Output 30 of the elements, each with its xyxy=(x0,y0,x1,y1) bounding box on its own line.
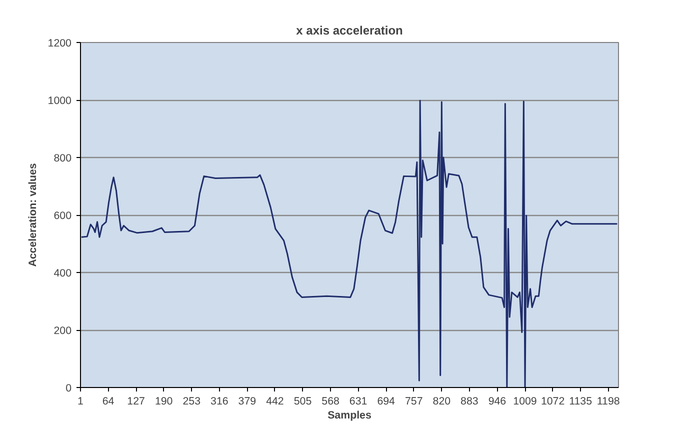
y-tick-label: 0 xyxy=(66,382,72,394)
x-tick-label: 1072 xyxy=(540,396,565,408)
x-tick-label: 946 xyxy=(488,396,506,408)
x-tick-label: 505 xyxy=(294,396,312,408)
y-tick-label: 1200 xyxy=(48,38,72,50)
x-axis-title: Samples xyxy=(328,410,372,422)
x-tick-label: 820 xyxy=(432,396,451,408)
x-tick-label: 64 xyxy=(102,396,114,408)
x-tick-label: 379 xyxy=(238,396,256,408)
y-tick-label: 200 xyxy=(54,325,72,337)
x-tick-label: 1198 xyxy=(596,396,620,408)
y-tick-label: 400 xyxy=(54,268,72,280)
x-tick-label: 757 xyxy=(404,396,423,408)
chart-title: x axis acceleration xyxy=(296,24,403,38)
x-tick-label: 190 xyxy=(154,396,173,408)
x-tick-label: 1135 xyxy=(569,396,592,408)
y-tick-label: 600 xyxy=(54,210,72,222)
x-tick-label: 1 xyxy=(78,396,84,408)
x-tick-label: 442 xyxy=(266,396,284,408)
x-tick-label: 253 xyxy=(182,396,201,408)
x-tick-label: 127 xyxy=(127,396,146,408)
x-tick-label: 316 xyxy=(210,396,228,408)
y-tick-label: 800 xyxy=(54,152,72,164)
y-axis-title: Acceleration: values xyxy=(26,163,39,267)
x-tick-label: 883 xyxy=(460,396,478,408)
x-tick-label: 694 xyxy=(377,396,396,408)
x-tick-label: 568 xyxy=(322,396,340,408)
y-tick-label: 1000 xyxy=(48,95,72,107)
x-tick-label: 1009 xyxy=(513,396,537,408)
x-tick-label: 631 xyxy=(349,396,368,408)
